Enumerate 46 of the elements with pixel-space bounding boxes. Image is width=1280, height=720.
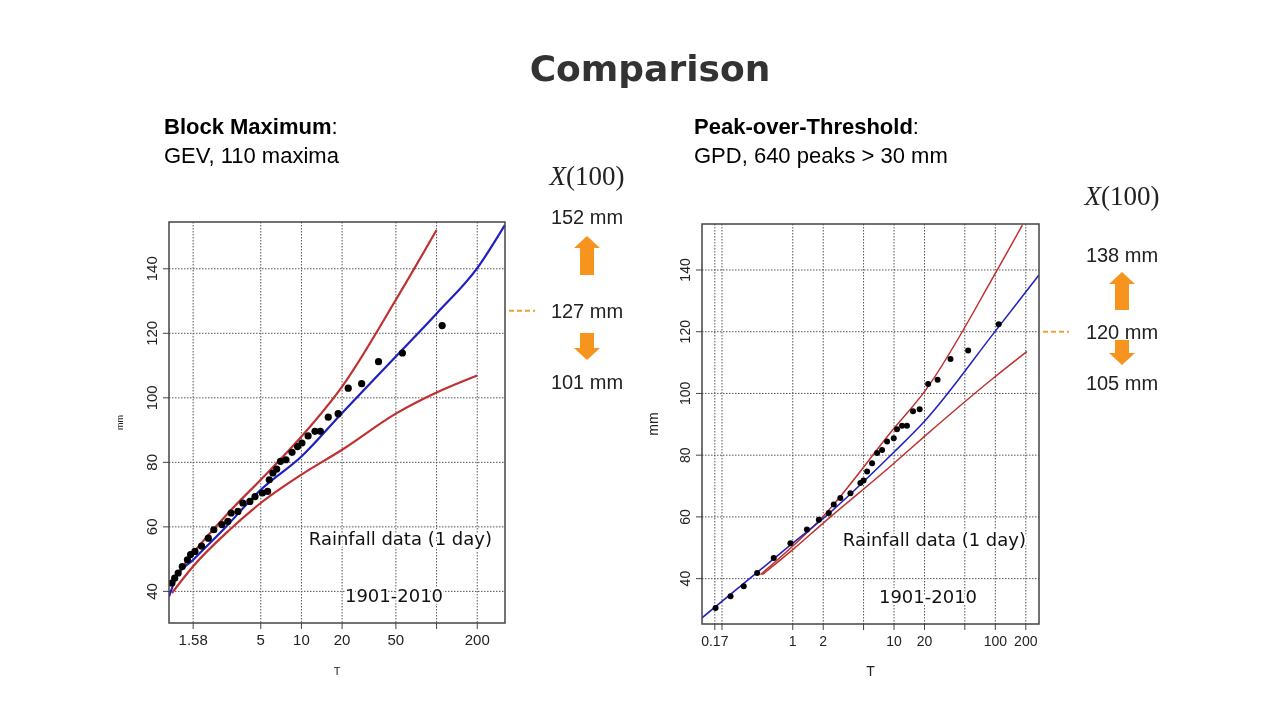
x-tick-label: 20 <box>916 633 933 649</box>
y-tick-label: 80 <box>143 454 160 471</box>
x-tick-label: 1 <box>788 633 797 649</box>
chart-subtitle: GPD, 640 peaks > 30 mm <box>694 143 948 168</box>
x-tick-label: 100 <box>983 633 1008 649</box>
y-axis-title: mm <box>645 412 661 436</box>
y-tick-label: 120 <box>677 319 693 344</box>
text: Comparison <box>529 48 771 89</box>
y-tick-label: 40 <box>143 583 160 600</box>
ref-line-label: 127 mm <box>550 299 624 322</box>
text: X(100) <box>1083 181 1160 211</box>
y-axis-title: mm <box>115 415 125 430</box>
y-tick-label: 140 <box>143 256 160 282</box>
x-axis-title: T <box>866 663 876 679</box>
annotation: Rainfall data (1 day) <box>842 529 1026 550</box>
y-tick-label: 140 <box>677 258 693 282</box>
y-tick-label: 80 <box>677 447 693 463</box>
text: 101 mm <box>550 371 624 393</box>
x-tick-label: 20 <box>333 631 351 648</box>
chart-title: Peak-over-Threshold: <box>694 114 919 139</box>
y-tick-label: 100 <box>677 381 693 406</box>
x-tick-label: 200 <box>464 631 490 648</box>
x-tick-label: 10 <box>293 631 310 648</box>
y-tick-label: 120 <box>143 320 160 346</box>
text: X(100) <box>548 161 625 191</box>
y-tick-label: 60 <box>143 518 160 536</box>
annotation: 1901-2010 <box>344 585 444 606</box>
text: 105 mm <box>1085 372 1159 394</box>
x-tick-label: 1.58 <box>178 631 208 648</box>
x-axis-title: T <box>333 665 341 677</box>
x-tick-label: 50 <box>387 631 405 648</box>
text: 138 mm <box>1085 244 1159 266</box>
x-tick-label: 2 <box>819 633 828 649</box>
x-tick-label: 10 <box>886 633 903 649</box>
chart-subtitle: GEV, 110 maxima <box>164 143 340 168</box>
y-tick-label: 100 <box>143 385 160 411</box>
chart-title: Block Maximum: <box>164 114 338 139</box>
ref-line-label: 120 mm <box>1085 320 1159 343</box>
annotation: Rainfall data (1 day) <box>308 528 492 549</box>
annotation: 1901-2010 <box>878 586 978 607</box>
text: 152 mm <box>550 206 624 228</box>
x-tick-label: 5 <box>256 631 265 648</box>
y-tick-label: 40 <box>677 570 693 587</box>
y-tick-label: 60 <box>677 508 693 525</box>
x-tick-label: 0.17 <box>701 633 729 649</box>
x-tick-label: 200 <box>1014 633 1038 649</box>
